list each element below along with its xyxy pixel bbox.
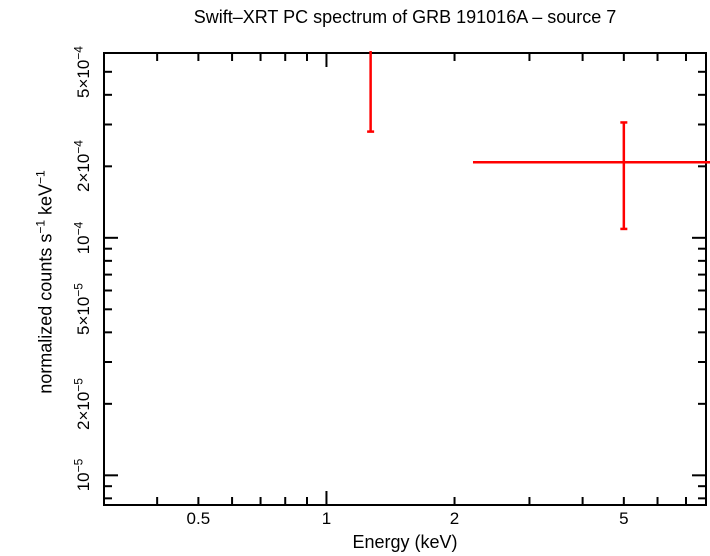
y-tick-label: 10−4	[71, 221, 93, 255]
x-tick-label: 1	[321, 509, 332, 528]
x-tick-label: 0.5	[186, 509, 211, 528]
y-tick-label: 2×10−4	[71, 140, 93, 193]
y-tick-label: 5×10−4	[71, 45, 93, 98]
y-tick-label: 5×10−5	[71, 283, 93, 336]
x-axis-label: Energy (keV)	[352, 532, 458, 552]
chart-title: Swift–XRT PC spectrum of GRB 191016A – s…	[193, 7, 617, 27]
x-tick-label: 2	[449, 509, 460, 528]
y-tick-label: 10−5	[71, 459, 93, 492]
x-tick-label: 5	[619, 509, 629, 528]
y-tick-label: 2×10−5	[71, 377, 93, 430]
plot-frame	[103, 52, 707, 506]
y-axis-label: normalized counts s−1 keV−1	[33, 170, 56, 394]
